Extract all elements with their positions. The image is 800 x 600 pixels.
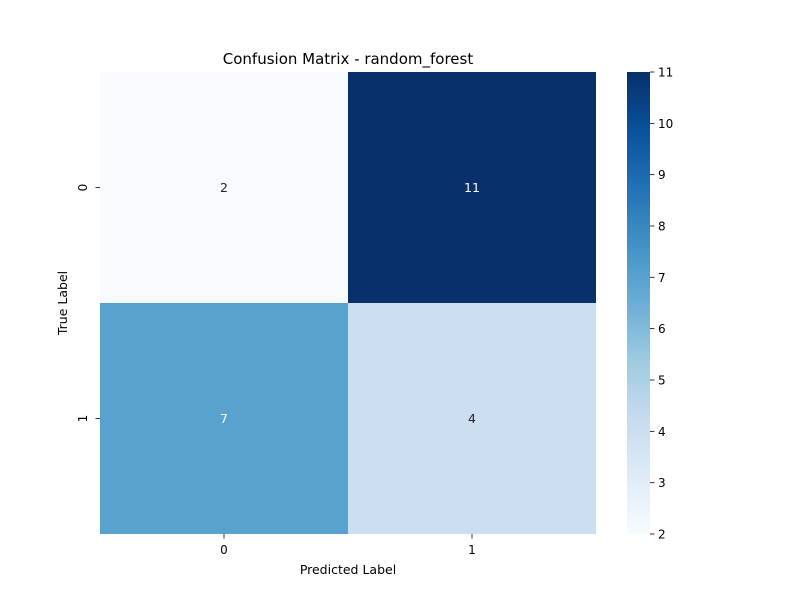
heatmap-cell-0-1 — [348, 72, 596, 303]
colorbar-tick-label: 2 — [658, 528, 666, 542]
colorbar-tick-label: 6 — [658, 322, 666, 336]
cell-value-label-0-0: 2 — [220, 180, 228, 195]
colorbar-tick-label: 11 — [658, 66, 673, 80]
colorbar-tick-label: 5 — [658, 374, 666, 388]
y-axis-label: True Label — [55, 271, 70, 336]
y-tick-label: 0 — [76, 184, 90, 192]
colorbar — [627, 72, 650, 534]
heatmap-cell-labels: 2 11 7 4 — [220, 180, 480, 426]
colorbar-tick-label: 9 — [658, 168, 666, 182]
colorbar-tick-label: 3 — [658, 476, 666, 490]
heatmap-cell-1-1 — [348, 303, 596, 534]
cell-value-label-0-1: 11 — [464, 180, 480, 195]
heatmap-cell-0-0 — [100, 72, 348, 303]
x-axis-label: Predicted Label — [300, 562, 396, 577]
cell-value-label-1-0: 7 — [220, 411, 228, 426]
y-axis-ticks: 01 — [76, 184, 100, 423]
colorbar-tick-label: 4 — [658, 425, 666, 439]
colorbar-tick-label: 10 — [658, 117, 673, 131]
colorbar-tick-label: 8 — [658, 220, 666, 234]
x-tick-label: 0 — [220, 543, 228, 557]
colorbar-tick-label: 7 — [658, 271, 666, 285]
cell-value-label-1-1: 4 — [468, 411, 476, 426]
heatmap-cells — [100, 72, 596, 534]
colorbar-ticks: 2 3 4 5 6 7 8 9 10 11 — [650, 66, 673, 542]
x-tick-label: 1 — [468, 543, 476, 557]
y-tick-label: 1 — [76, 415, 90, 423]
heatmap-cell-1-0 — [100, 303, 348, 534]
chart-title: Confusion Matrix - random_forest — [223, 50, 474, 69]
